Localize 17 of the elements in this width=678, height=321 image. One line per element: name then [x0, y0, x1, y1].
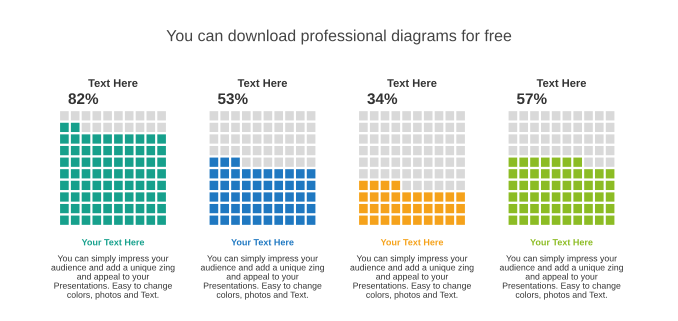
- data-label: 57%: [516, 93, 547, 104]
- text: You can simply impress your audience and add a unique zing and appeal to your Presentations. Easy to change colors, photos and Text.: [350, 255, 474, 300]
- text: Your Text Here: [82, 239, 144, 246]
- data-label: 34%: [367, 93, 398, 104]
- text: Text Here: [387, 79, 437, 87]
- text: You can simply impress your audience and add a unique zing and appeal to your Presentations. Easy to change colors, photos and Text.: [500, 255, 623, 300]
- text: Your Text Here: [380, 239, 444, 246]
- data-label: 82%: [68, 93, 98, 104]
- text: Your Text Here: [231, 239, 294, 246]
- text: You can simply impress your audience and add a unique zing and appeal to your Presentations. Easy to change colors, photos and Text.: [200, 255, 324, 300]
- text: You can download professional diagrams for free: [166, 30, 512, 44]
- text: Your Text Here: [530, 239, 593, 246]
- text: Text Here: [88, 79, 138, 87]
- data-label: 53%: [218, 93, 248, 104]
- text: Text Here: [238, 79, 288, 87]
- text: Text Here: [536, 79, 586, 87]
- text: You can simply impress your audience and add a unique zing and appeal to your Presentations. Easy to change colors, photos and Text.: [51, 255, 174, 300]
